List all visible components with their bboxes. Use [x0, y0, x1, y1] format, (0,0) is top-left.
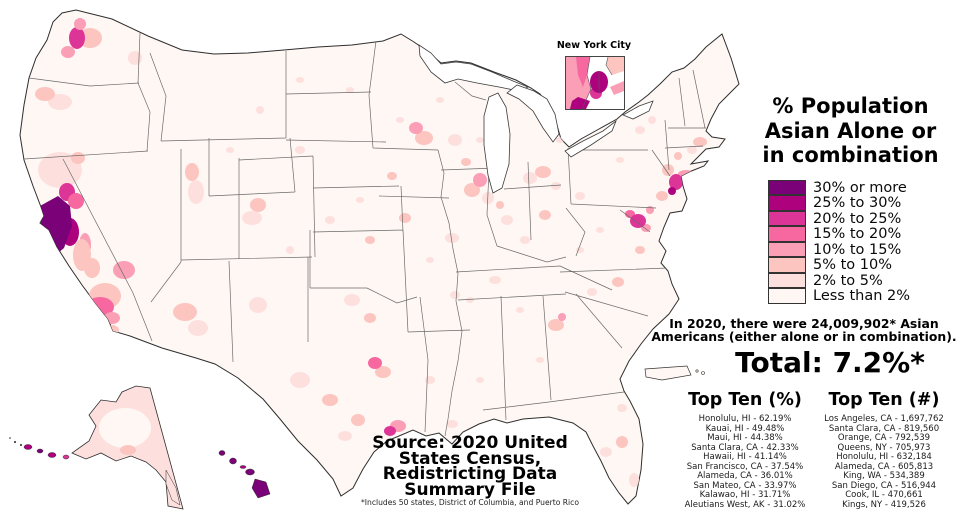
annotation-line: In 2020, there were 24,009,902* Asian	[669, 316, 939, 331]
source-text: Source: 2020 United States Census, Redis…	[340, 433, 600, 500]
list-item: Alameda, CA - 605,813	[834, 461, 934, 472]
legend-title-line: Asian Alone or	[764, 118, 937, 143]
legend-color-swatch	[768, 241, 806, 257]
legend-color-swatch	[768, 257, 806, 273]
list-item: Maui, HI - 44.38%	[707, 433, 783, 443]
list-item: Cook, IL - 470,661	[845, 490, 923, 500]
legend-item: 2% to 5%	[768, 272, 910, 289]
legend-item: 5% to 10%	[768, 257, 910, 274]
top-ten-count-heading: Top Ten (#)	[828, 390, 940, 410]
list-item: Orange, CA - 792,539	[837, 433, 931, 443]
source-line: Summary File	[404, 479, 536, 500]
legend-item-label: 5% to 10%	[813, 257, 893, 274]
list-item: San Francisco, CA - 37.54%	[686, 461, 804, 472]
lake-huron	[506, 84, 560, 143]
top-ten-percent-heading: Top Ten (%)	[688, 390, 802, 410]
list-item: Honolulu, HI - 62.19%	[698, 414, 792, 424]
hawaii-inset	[218, 450, 271, 499]
lake-erie	[564, 119, 617, 158]
list-item: Queens, NY - 705,973	[837, 442, 931, 453]
nyc-inset-map	[565, 56, 625, 110]
great-lakes	[418, 44, 654, 194]
alaska-inset	[9, 385, 184, 510]
list-item: Santa Clara, CA - 819,560	[828, 423, 940, 434]
legend: 30% or more 25% to 30% 20% to 25% 15% to…	[768, 179, 911, 305]
legend-title: % Population Asian Alone or in combinati…	[741, 94, 960, 168]
legend-title-line: % Population	[772, 94, 929, 118]
list-item: Alameda, CA - 36.01%	[697, 471, 793, 481]
legend-item-label: 10% to 15%	[813, 241, 902, 258]
legend-item: 25% to 30%	[768, 195, 910, 212]
list-item: Aleutians West, AK - 31.02%	[684, 499, 806, 510]
state-borders	[23, 32, 706, 437]
top-ten-percent-list: Honolulu, HI - 62.19% Kauai, HI - 49.48% M…	[660, 414, 830, 510]
list-item: Los Angeles, CA - 1,697,762	[824, 414, 944, 424]
list-item: Kings, NY - 419,526	[842, 499, 926, 510]
list-item: King, WA - 534,389	[843, 471, 925, 481]
list-item: Honolulu, HI - 632,184	[836, 452, 932, 462]
legend-color-swatch	[768, 288, 806, 304]
nyc-inset-svg	[566, 57, 624, 109]
legend-item-label: 25% to 30%	[813, 195, 902, 212]
lake-michigan	[483, 92, 511, 194]
legend-color-swatch	[768, 195, 806, 211]
legend-color-swatch	[768, 210, 806, 226]
legend-item: Less than 2%	[768, 288, 911, 305]
list-item: Santa Clara, CA - 42.33%	[691, 442, 799, 453]
legend-item-label: 2% to 5%	[813, 272, 883, 289]
source-line: Redistricting Data	[382, 464, 558, 484]
source-line: Source: 2020 United	[372, 433, 568, 453]
legend-item-label: 30% or more	[813, 179, 907, 196]
top-ten-count-list: Los Angeles, CA - 1,697,762 Santa Clara, …	[799, 414, 960, 510]
list-item: Hawaii, HI - 41.14%	[703, 452, 787, 462]
legend-item-label: 15% to 20%	[813, 226, 902, 243]
legend-color-swatch	[768, 226, 806, 242]
list-item: San Diego, CA - 516,944	[831, 480, 937, 491]
legend-color-swatch	[768, 272, 806, 288]
legend-item: 20% to 25%	[768, 210, 910, 227]
source-line: States Census,	[398, 448, 542, 469]
legend-item-label: 20% to 25%	[813, 210, 902, 227]
legend-color-swatch	[768, 179, 806, 195]
legend-item: 30% or more	[768, 179, 910, 196]
list-item: Kauai, HI - 49.48%	[705, 423, 785, 434]
legend-item-label: Less than 2%	[813, 288, 911, 305]
lake-ontario	[622, 100, 654, 120]
total-percentage: Total: 7.2%*	[735, 346, 925, 379]
annotation-text: In 2020, there were 24,009,902* Asian Am…	[648, 317, 960, 343]
list-item: San Mateo, CA - 33.97%	[693, 480, 797, 491]
footnote-text: *Includes 50 states, District of Columbi…	[360, 498, 579, 507]
puerto-rico-inset	[644, 365, 705, 381]
annotation-line: Americans (either alone or in combinatio…	[651, 329, 957, 344]
legend-title-line: in combination	[762, 143, 939, 167]
legend-item: 10% to 15%	[768, 241, 910, 258]
list-item: Kalawao, HI - 31.71%	[699, 490, 791, 500]
nyc-inset-label: New York City	[556, 40, 632, 51]
legend-item: 15% to 20%	[768, 226, 910, 243]
